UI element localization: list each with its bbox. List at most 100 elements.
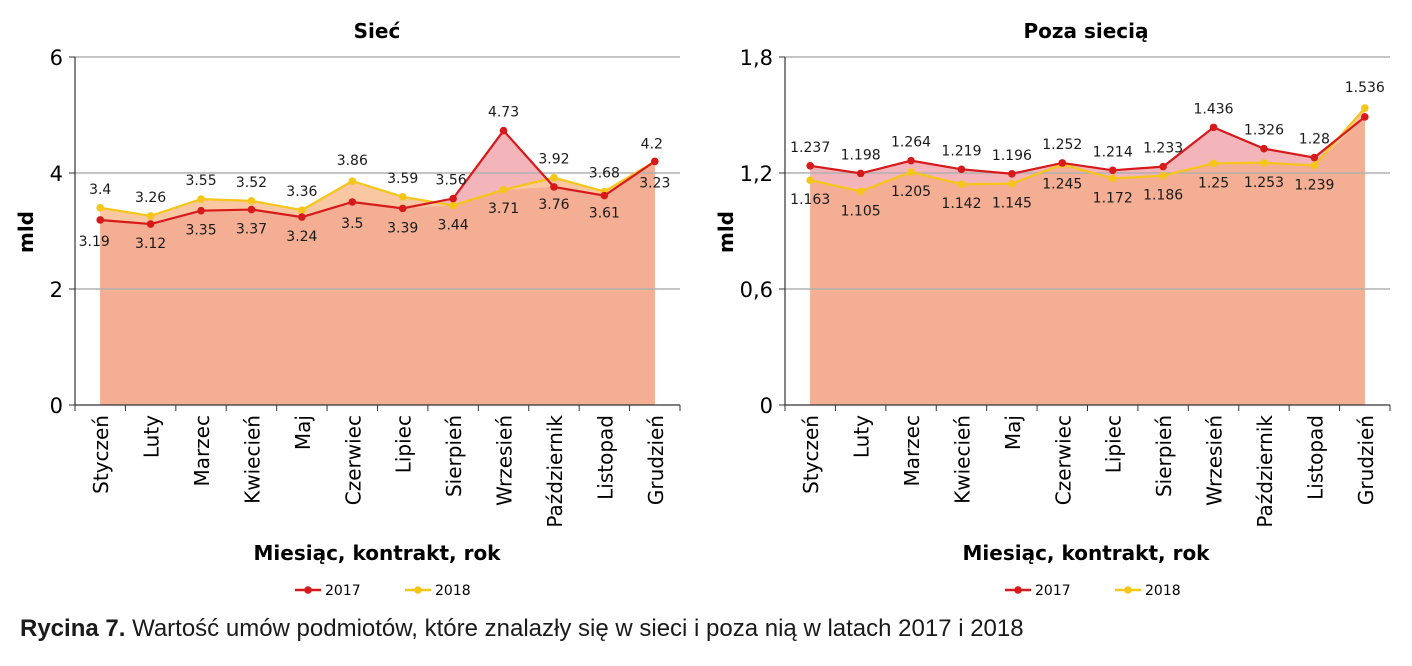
chart-title: Poza siecią [1023,19,1148,43]
data-label-2017: 1.252 [1042,137,1082,153]
point-2018 [1108,174,1117,183]
y-tick-label: 6 [50,46,63,70]
line-2017 [100,128,656,226]
data-label-2017: 3.19 [79,234,110,250]
x-tick-label: Czerwiec [1051,415,1075,505]
legend: 2017 2018 [295,583,471,599]
data-label-2018: 1.245 [1042,176,1082,192]
point-2018 [1159,171,1167,180]
point-2018 [1360,104,1369,112]
data-label-2018: 3.52 [236,175,267,191]
point-2017 [298,213,306,221]
data-label-2017: 1.436 [1193,101,1233,117]
charts-figure: Sieć 0 2 4 6 mld Styczeń Luty Marzec Kwiecień Maj C… [14,19,1391,599]
y-axis-label: mld [714,211,738,253]
point-2017 [1310,153,1319,162]
point-2018 [298,206,306,214]
data-label-2017: 3.76 [538,197,569,213]
data-label-2018: 3.26 [135,190,166,206]
y-axis-label: mld [14,211,38,253]
data-label-2018: 3.71 [488,201,519,217]
data-label-2018: 3.92 [538,152,569,168]
x-tick-label: Listopad [1303,415,1327,500]
legend-label-2018: 2018 [1145,583,1181,599]
x-tick-label: Czerwiec [341,415,365,505]
point-2017 [957,165,966,174]
data-label-2017: 3.37 [236,222,267,238]
data-label-2017: 1.264 [891,135,931,151]
chart-poza-siecia: Poza siecią 0 0,6 1,2 1,8 mld Styczeń Luty Marze… [714,19,1391,599]
x-tick-label: Marzec [900,415,924,487]
x-tick-label: Kwiecień [950,415,974,504]
data-label-2017: 1.219 [941,143,981,159]
y-tick-label: 0 [50,394,63,418]
data-label-2018: 1.25 [1198,175,1229,191]
data-label-2018: 1.205 [891,184,931,200]
area-common [100,161,655,405]
point-2018 [146,212,155,220]
point-2018 [1260,158,1268,167]
x-tick-label: Lipiec [392,415,416,473]
point-2017 [499,126,508,135]
point-2017 [856,169,865,178]
point-2017 [1008,169,1016,178]
point-2018 [907,168,915,176]
data-label-2018: 1.536 [1345,80,1385,96]
point-2018 [348,177,357,185]
point-2017 [96,216,105,224]
data-label-2017: 3.35 [185,223,216,239]
y-tick-label: 4 [50,162,63,186]
point-2017 [398,204,407,213]
x-tick-label: Luty [140,415,164,458]
point-2017 [1058,159,1067,167]
point-2017 [197,206,205,215]
point-2018 [550,173,558,182]
data-label-2018: 3.55 [185,173,216,189]
data-label-2018: 1.253 [1244,175,1284,191]
x-tick-label: Grudzień [1354,415,1378,505]
x-tick-label: Październik [543,415,567,528]
data-label-2017: 1.233 [1143,141,1183,157]
point-2017 [1260,144,1268,153]
data-label-2017: 3.39 [387,220,418,236]
x-tick-label: Grudzień [644,415,668,505]
point-2018 [957,180,966,189]
point-2017 [348,198,357,206]
legend-marker-2017 [304,586,312,594]
point-2018 [398,192,407,201]
legend-marker-2018 [414,586,422,594]
point-2018 [1008,179,1016,188]
caption-text: Wartość umów podmiotów, które znalazły s… [132,615,1024,642]
point-2017 [247,205,256,214]
data-label-2018: 3.86 [337,153,368,169]
legend-marker-2017 [1014,586,1022,594]
x-tick-label: Styczeń [89,415,113,494]
data-label-2017: 1.237 [790,140,830,156]
point-2017 [907,156,915,165]
data-label-2018: 1.145 [992,196,1032,212]
point-2018 [856,187,865,196]
point-2018 [1209,159,1218,168]
point-2018 [499,186,508,194]
data-label-2018: 3.59 [387,171,418,187]
data-label-2017: 1.326 [1244,123,1284,139]
point-2018 [96,204,105,212]
x-axis-label: Miesiąc, kontrakt, rok [963,541,1211,565]
data-label-2018: 3.4 [89,182,111,198]
line-2018 [809,107,1366,193]
data-label-2017: 1.196 [992,148,1032,164]
data-label-2017: 3.61 [589,206,620,222]
data-label-2018: 3.68 [589,166,620,182]
data-label-2018: 3.36 [286,184,317,200]
legend-label-2018: 2018 [435,583,471,599]
chart-title: Sieć [354,19,401,43]
point-2017 [650,157,659,166]
chart-siec: Sieć 0 2 4 6 mld Styczeń Luty Marzec Kwiecień Maj C… [14,19,681,599]
data-label-2018: 3.44 [438,217,469,233]
x-axis-label: Miesiąc, kontrakt, rok [254,541,502,565]
point-2017 [146,220,155,228]
data-label-2018: 1.186 [1143,188,1183,204]
x-tick-label: Styczeń [799,415,823,494]
y-tick-label: 1,2 [740,162,773,186]
data-label-2018: 1.239 [1294,177,1334,193]
